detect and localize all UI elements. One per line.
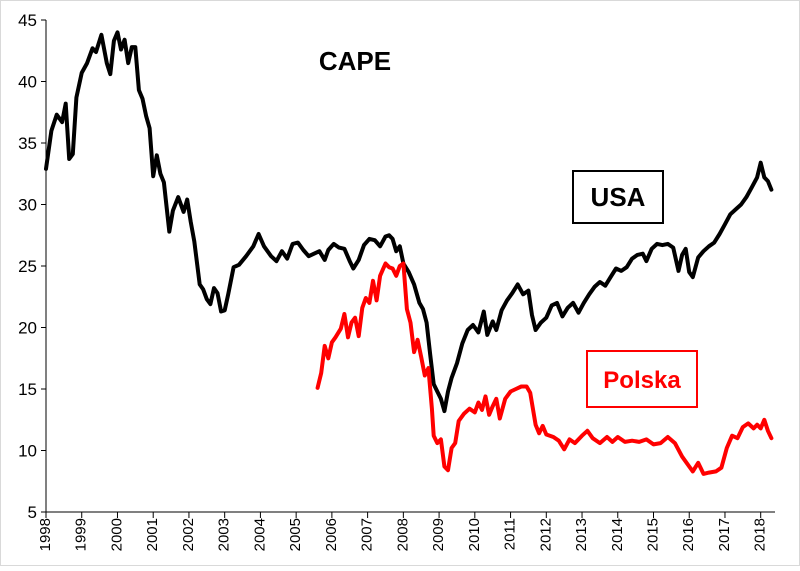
x-tick-label: 1999 bbox=[73, 518, 90, 551]
x-tick-label: 2004 bbox=[251, 518, 268, 551]
y-tick-label: 5 bbox=[28, 503, 37, 522]
series-layer bbox=[44, 30, 774, 476]
y-tick-label: 25 bbox=[18, 257, 37, 276]
x-tick-label: 2001 bbox=[144, 518, 161, 551]
x-tick-label: 1998 bbox=[37, 518, 54, 551]
usa-label-frame bbox=[572, 170, 664, 224]
x-tick-label: 2014 bbox=[609, 518, 626, 551]
x-tick-label: 2018 bbox=[752, 518, 769, 551]
y-tick-label: 35 bbox=[18, 134, 37, 153]
x-tick-label: 2009 bbox=[430, 518, 447, 551]
y-tick-label: 10 bbox=[18, 442, 37, 461]
x-tick-label: 2002 bbox=[180, 518, 197, 551]
usa-label-box: USA bbox=[572, 170, 664, 224]
polska-label-frame bbox=[586, 350, 698, 408]
x-tick-label: 2011 bbox=[502, 518, 519, 550]
polska-label-box: Polska bbox=[586, 350, 698, 408]
x-tick-label: 2005 bbox=[287, 518, 304, 551]
x-tick-label: 2013 bbox=[573, 518, 590, 551]
series-line-usa bbox=[44, 30, 774, 414]
x-tick-label: 2007 bbox=[359, 518, 376, 551]
x-tick-label: 2017 bbox=[716, 518, 733, 551]
x-tick-label: 2008 bbox=[394, 518, 411, 551]
y-tick-label: 45 bbox=[18, 11, 37, 30]
y-tick-label: 40 bbox=[18, 73, 37, 92]
chart-title: CAPE bbox=[319, 46, 391, 76]
y-tick-label: 30 bbox=[18, 196, 37, 215]
series-line-polska bbox=[315, 261, 774, 476]
x-tick-label: 2003 bbox=[216, 518, 233, 551]
x-tick-label: 2000 bbox=[108, 518, 125, 551]
x-tick-label: 2010 bbox=[466, 518, 483, 551]
axes: 5 10 15 20 25 30 35 40 45 1998 1999 2000 2001 2002 200… bbox=[18, 11, 775, 551]
x-tick-label: 2016 bbox=[680, 518, 697, 551]
x-tick-label: 2006 bbox=[323, 518, 340, 551]
usa-label: USA bbox=[591, 182, 646, 212]
polska-label: Polska bbox=[603, 367, 681, 394]
y-tick-label: 20 bbox=[18, 319, 37, 338]
x-tick-label: 2012 bbox=[537, 518, 554, 551]
x-tick-label: 2015 bbox=[645, 518, 662, 551]
y-tick-label: 15 bbox=[18, 380, 37, 399]
